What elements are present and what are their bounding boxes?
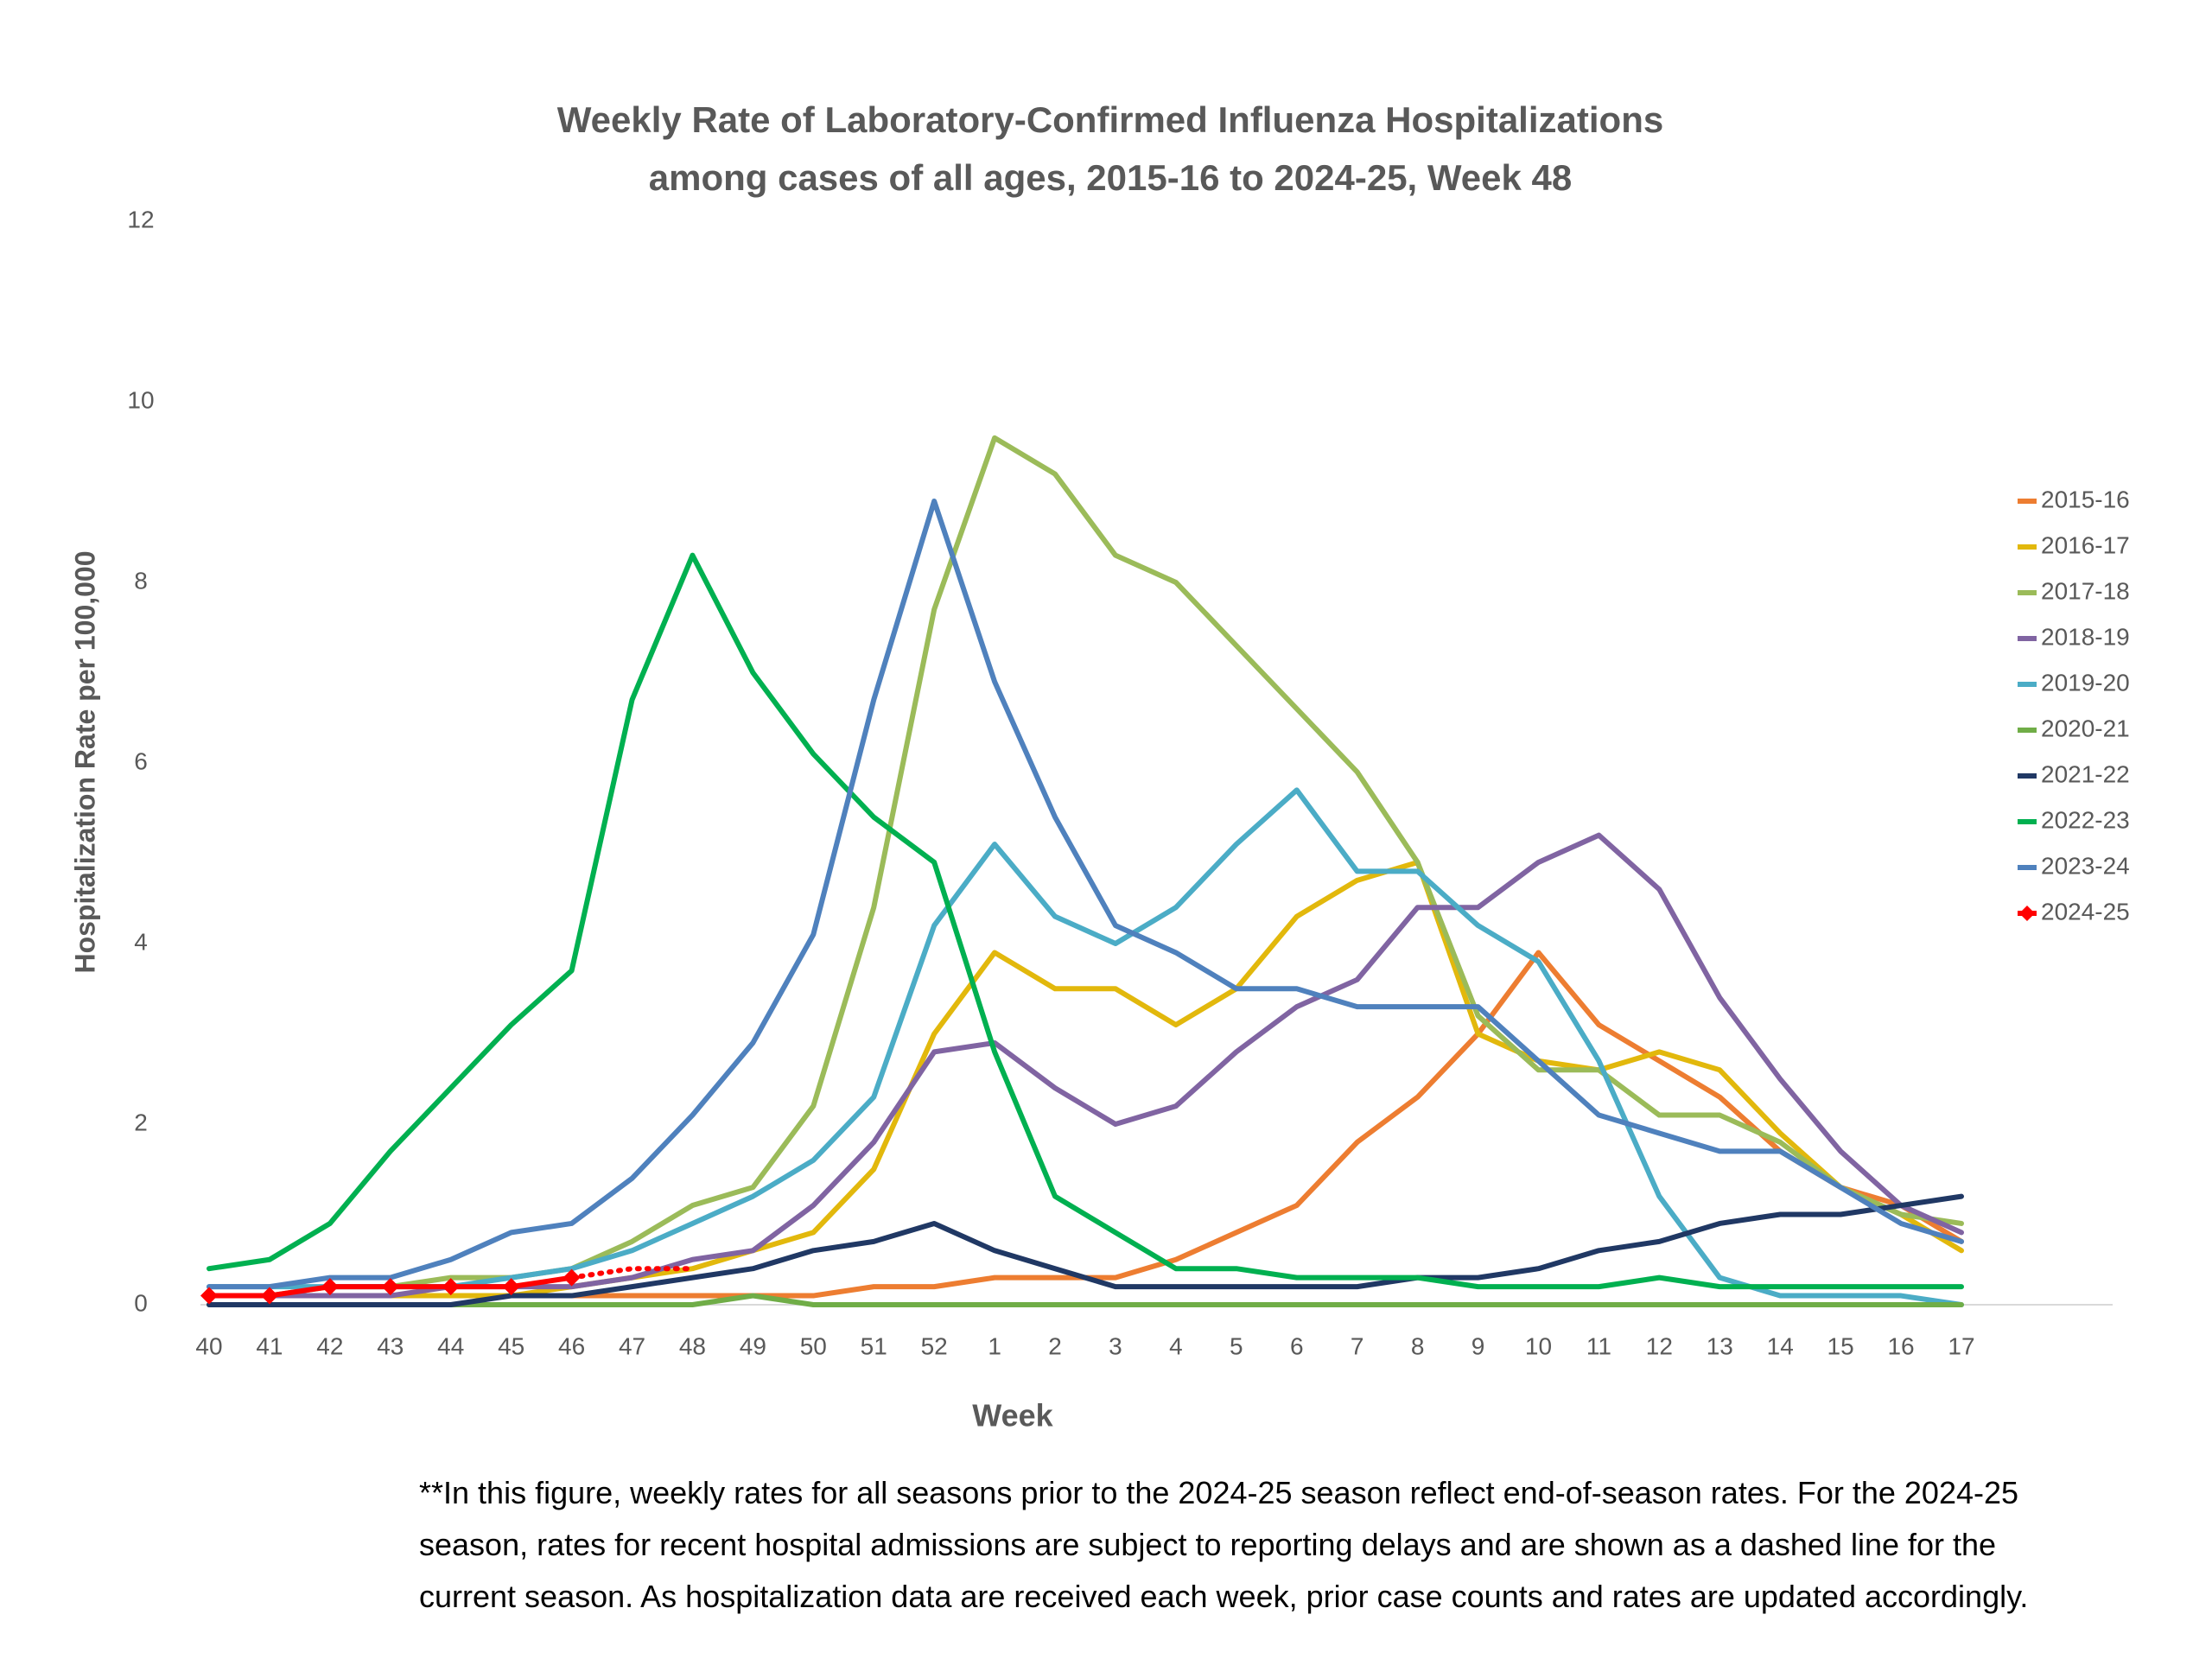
x-tick-label: 46	[558, 1332, 585, 1359]
x-tick-label: 49	[740, 1332, 766, 1359]
series-line	[207, 787, 1964, 1307]
marker	[502, 1278, 520, 1296]
x-tick-label: 42	[316, 1332, 343, 1359]
x-tick-label: 11	[1586, 1332, 1611, 1359]
series-line-dashed	[569, 1266, 696, 1281]
legend-label: 2019-20	[2041, 669, 2130, 696]
marker	[200, 1287, 218, 1305]
legend-label: 2021-22	[2041, 760, 2130, 787]
chart: Weekly Rate of Laboratory-Confirmed Infl…	[69, 99, 2130, 1433]
x-tick-label: 3	[1109, 1332, 1122, 1359]
x-tick-label: 8	[1411, 1332, 1425, 1359]
x-tick-label: 7	[1351, 1332, 1364, 1359]
y-tick-label: 6	[134, 747, 148, 774]
legend-label: 2023-24	[2041, 852, 2130, 879]
x-tick-label: 44	[437, 1332, 464, 1359]
x-tick-label: 48	[679, 1332, 706, 1359]
legend-label: 2022-23	[2041, 806, 2130, 833]
x-tick-label: 6	[1290, 1332, 1304, 1359]
legend-label: 2015-16	[2041, 486, 2130, 512]
legend-label: 2024-25	[2041, 898, 2130, 925]
chart-subtitle: among cases of all ages, 2015-16 to 2024…	[649, 157, 1572, 198]
x-tick-label: 14	[1767, 1332, 1794, 1359]
y-axis-label: Hospitalization Rate per 100,000	[69, 550, 100, 973]
x-tick-label: 1	[988, 1332, 1001, 1359]
x-axis-label: Week	[972, 1398, 1053, 1433]
x-tick-label: 41	[256, 1332, 283, 1359]
x-tick-label: 16	[1887, 1332, 1914, 1359]
series-line	[207, 950, 1964, 1299]
x-tick-label: 50	[800, 1332, 827, 1359]
x-tick-label: 40	[195, 1332, 222, 1359]
x-tick-label: 13	[1707, 1332, 1733, 1359]
legend-label: 2016-17	[2041, 531, 2130, 558]
y-tick-label: 2	[134, 1109, 148, 1135]
y-tick-label: 0	[134, 1289, 148, 1316]
y-tick-label: 12	[127, 206, 154, 232]
x-tick-label: 51	[861, 1332, 887, 1359]
x-tick-label: 10	[1525, 1332, 1552, 1359]
x-tick-label: 52	[921, 1332, 948, 1359]
x-tick-label: 17	[1948, 1332, 1974, 1359]
x-tick-label: 15	[1827, 1332, 1854, 1359]
y-tick-label: 4	[134, 928, 148, 955]
y-tick-label: 10	[127, 386, 154, 413]
x-tick-label: 9	[1471, 1332, 1485, 1359]
legend-label: 2018-19	[2041, 623, 2130, 650]
y-tick-label: 8	[134, 567, 148, 594]
marker	[260, 1287, 278, 1305]
legend-label: 2017-18	[2041, 577, 2130, 604]
legend-label: 2020-21	[2041, 715, 2130, 741]
marker	[321, 1278, 339, 1296]
legend-marker	[2019, 906, 2035, 921]
series-line	[207, 498, 1964, 1290]
footnote: **In this figure, weekly rates for all s…	[419, 1475, 2029, 1614]
x-tick-label: 2	[1048, 1332, 1062, 1359]
x-tick-label: 4	[1169, 1332, 1183, 1359]
series-line	[207, 1293, 1964, 1307]
series-line	[207, 552, 1964, 1290]
marker	[442, 1278, 460, 1296]
x-tick-label: 47	[619, 1332, 645, 1359]
x-tick-label: 12	[1646, 1332, 1673, 1359]
marker	[381, 1278, 399, 1296]
x-tick-label: 43	[377, 1332, 404, 1359]
x-tick-label: 5	[1230, 1332, 1243, 1359]
chart-title: Weekly Rate of Laboratory-Confirmed Infl…	[557, 99, 1663, 140]
series-line	[207, 1193, 1964, 1307]
x-tick-label: 45	[498, 1332, 524, 1359]
